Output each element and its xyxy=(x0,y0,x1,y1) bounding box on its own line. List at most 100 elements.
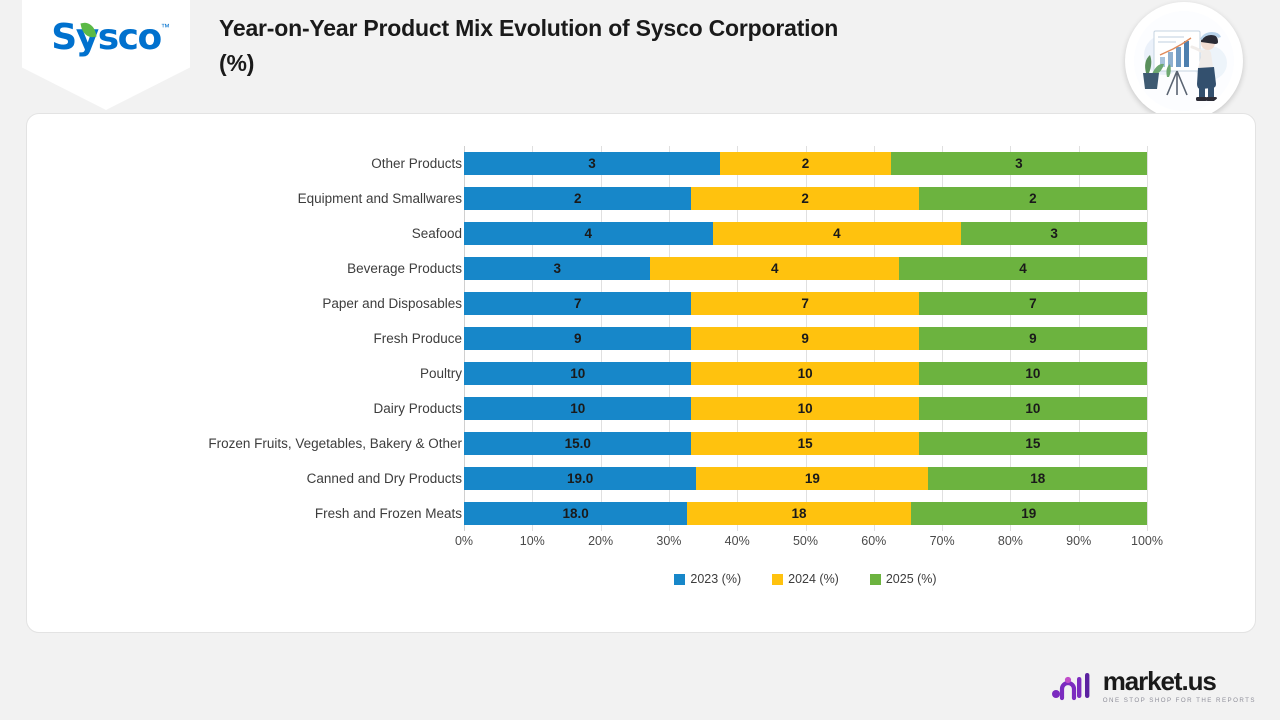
bar-segment[interactable]: 10 xyxy=(464,362,692,385)
bar-segment[interactable]: 2 xyxy=(464,187,692,210)
sysco-logo: Sysco ™ xyxy=(51,17,169,58)
x-axis-tick-label: 50% xyxy=(792,534,819,548)
chart-legend: 2023 (%) 2024 (%) 2025 (%) xyxy=(464,572,1147,586)
x-axis-ticks: 0% 10% 20% 30% 40% 50% 60% 70% 80% 90% 100% xyxy=(455,534,1163,558)
bar-segment[interactable]: 15 xyxy=(918,432,1147,455)
bar-track: 10 10 10 xyxy=(464,362,1147,385)
page-title: Year-on-Year Product Mix Evolution of Sy… xyxy=(219,15,839,76)
bar-segment[interactable]: 18 xyxy=(928,467,1147,490)
category-label: Beverage Products xyxy=(347,261,462,276)
category-axis-labels: Other Products Equipment and Smallwares Se… xyxy=(87,146,462,531)
bar-segment[interactable]: 10 xyxy=(691,362,919,385)
bar-track: 15.0 15 15 xyxy=(464,432,1147,455)
bar-rows: 3 2 3 2 2 2 4 4 3 3 4 4 7 7 7 9 9 9 10 10 10 10 10 10 15.0 15 15 19… xyxy=(464,146,1147,531)
category-label: Paper and Disposables xyxy=(322,296,462,311)
legend-label: 2025 (%) xyxy=(885,572,937,586)
bar-row[interactable]: 10 10 10 xyxy=(464,356,1147,391)
bar-segment[interactable]: 7 xyxy=(464,292,692,315)
bar-segment[interactable]: 3 xyxy=(464,152,721,175)
bar-segment[interactable]: 2 xyxy=(720,152,891,175)
category-label: Poultry xyxy=(419,366,462,381)
bar-segment[interactable]: 9 xyxy=(464,327,692,350)
bar-segment[interactable]: 7 xyxy=(918,292,1147,315)
decorative-pin-badge xyxy=(1125,2,1243,142)
bar-segment[interactable]: 2 xyxy=(918,187,1147,210)
marketus-wordmark: market.us ONE STOP SHOP FOR THE REPORTS xyxy=(1103,668,1256,704)
bar-segment[interactable]: 15.0 xyxy=(464,432,692,455)
legend-item[interactable]: 2023 (%) xyxy=(674,572,741,586)
bar-segment[interactable]: 10 xyxy=(464,397,692,420)
bar-segment[interactable]: 4 xyxy=(464,222,713,245)
x-axis-tick-label: 0% xyxy=(454,534,474,548)
bar-segment[interactable]: 15 xyxy=(691,432,919,455)
bar-segment[interactable]: 4 xyxy=(899,257,1147,280)
trademark-symbol: ™ xyxy=(160,22,170,32)
bar-segment[interactable]: 18 xyxy=(687,502,911,525)
legend-swatch xyxy=(869,573,881,585)
category-label: Other Products xyxy=(371,156,462,171)
illustration-svg xyxy=(1134,11,1234,111)
bar-segment[interactable]: 9 xyxy=(918,327,1147,350)
bar-track: 19.0 19 18 xyxy=(464,467,1147,490)
legend-item[interactable]: 2025 (%) xyxy=(869,572,937,586)
bar-segment[interactable]: 10 xyxy=(691,397,919,420)
x-axis-tick-label: 80% xyxy=(997,534,1023,548)
bar-segment[interactable]: 18.0 xyxy=(464,502,688,525)
bar-segment[interactable]: 19 xyxy=(910,502,1147,525)
legend-swatch xyxy=(674,573,686,585)
bar-track: 10 10 10 xyxy=(464,397,1147,420)
bar-segment[interactable]: 10 xyxy=(918,397,1147,420)
bar-segment[interactable]: 3 xyxy=(961,222,1147,245)
bars-zone: 3 2 3 2 2 2 4 4 3 3 4 4 7 7 7 9 9 9 10 10 10 10 10 10 15.0 15 15 19… xyxy=(464,146,1148,531)
bar-segment[interactable]: 2 xyxy=(691,187,919,210)
bar-segment[interactable]: 10 xyxy=(918,362,1147,385)
analyst-presentation-illustration xyxy=(1134,11,1234,111)
x-axis-tick-label: 90% xyxy=(1066,534,1092,548)
x-axis-tick-label: 20% xyxy=(588,534,614,548)
bar-row[interactable]: 19.0 19 18 xyxy=(464,461,1147,496)
bar-segment[interactable]: 9 xyxy=(691,327,919,350)
x-axis-tick-label: 60% xyxy=(861,534,887,548)
chart-card: Other Products Equipment and Smallwares Se… xyxy=(26,113,1256,633)
bar-segment[interactable]: 4 xyxy=(650,257,900,280)
category-label: Fresh Produce xyxy=(373,331,462,346)
bar-segment[interactable]: 19 xyxy=(696,467,929,490)
legend-label: 2023 (%) xyxy=(690,572,742,586)
category-label: Seafood xyxy=(411,226,462,241)
sysco-logo-text: Sysco xyxy=(51,17,162,58)
gridline xyxy=(1147,146,1148,531)
marketus-logo: market.us ONE STOP SHOP FOR THE REPORTS xyxy=(1051,668,1256,704)
legend-label: 2024 (%) xyxy=(788,572,839,586)
bar-segment[interactable]: 7 xyxy=(691,292,919,315)
bar-segment[interactable]: 3 xyxy=(890,152,1147,175)
x-axis-tick-label: 10% xyxy=(519,534,545,548)
marketus-tagline: ONE STOP SHOP FOR THE REPORTS xyxy=(1102,697,1256,704)
category-label: Dairy Products xyxy=(373,401,462,416)
bar-row[interactable]: 18.0 18 19 xyxy=(464,496,1147,531)
bar-track: 18.0 18 19 xyxy=(464,502,1147,525)
x-axis-tick-label: 70% xyxy=(929,534,955,548)
bar-segment[interactable]: 19.0 xyxy=(464,467,697,490)
bar-row[interactable]: 15.0 15 15 xyxy=(464,426,1147,461)
marketus-mark-icon xyxy=(1051,673,1090,701)
bar-segment[interactable]: 4 xyxy=(712,222,962,245)
x-axis-tick-label: 40% xyxy=(724,534,750,548)
legend-swatch xyxy=(772,573,784,585)
bar-row[interactable]: 10 10 10 xyxy=(464,391,1147,426)
bar-segment[interactable]: 3 xyxy=(464,257,651,280)
category-label: Canned and Dry Products xyxy=(306,471,462,486)
legend-item[interactable]: 2024 (%) xyxy=(772,572,839,586)
